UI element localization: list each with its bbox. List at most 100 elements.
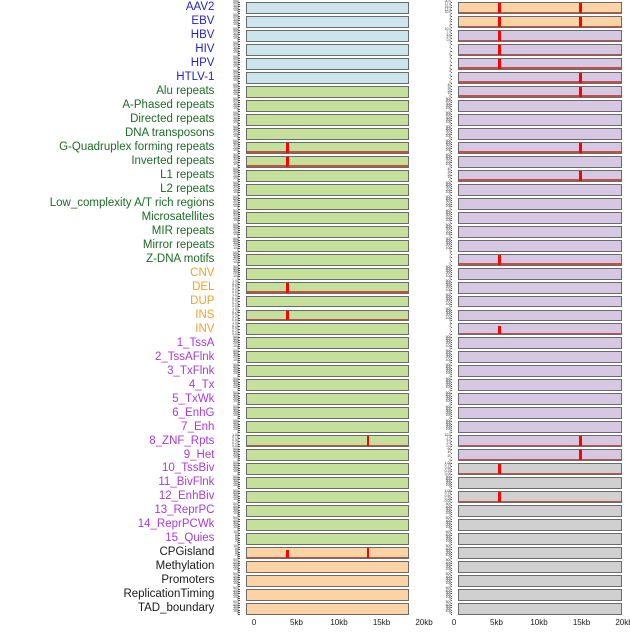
track-label-tad-boundary[interactable]: TAD_boundary (137, 602, 215, 615)
track-panel-right[interactable] (458, 29, 622, 42)
track-label-htlv-1[interactable]: HTLV-1 (176, 71, 215, 84)
track-panel-left[interactable] (245, 561, 410, 574)
track-panel-left[interactable] (245, 603, 410, 615)
track-panel-left[interactable] (245, 2, 410, 14)
track-panel-right[interactable] (458, 533, 622, 546)
track-panel-left[interactable] (245, 127, 410, 140)
track-panel-left[interactable] (245, 113, 410, 126)
track-panel-left[interactable] (245, 99, 410, 112)
track-panel-left[interactable] (245, 435, 410, 448)
track-panel-right[interactable] (458, 15, 622, 28)
track-panel-left[interactable] (245, 351, 410, 364)
track-panel-left[interactable] (245, 197, 410, 210)
track-panel-right[interactable] (458, 295, 622, 308)
track-label-3-txflnk[interactable]: 3_TxFlnk (167, 364, 215, 377)
track-panel-left[interactable] (245, 211, 410, 224)
track-panel-right[interactable] (458, 491, 622, 504)
track-panel-left[interactable] (245, 533, 410, 546)
track-panel-left[interactable] (245, 379, 410, 392)
track-panel-right[interactable] (458, 365, 622, 378)
track-panel-right[interactable] (458, 99, 622, 112)
track-panel-left[interactable] (245, 29, 410, 42)
track-panel-right[interactable] (458, 113, 622, 126)
track-panel-left[interactable] (245, 519, 410, 532)
track-panel-right[interactable] (458, 603, 622, 615)
track-label-promoters[interactable]: Promoters (161, 574, 215, 587)
track-panel-left[interactable] (245, 281, 410, 294)
track-panel-right[interactable] (458, 253, 622, 266)
track-label-del[interactable]: DEL (192, 280, 215, 293)
track-panel-right[interactable] (458, 141, 622, 154)
track-label-cnv[interactable]: CNV (190, 266, 215, 279)
track-panel-left[interactable] (245, 407, 410, 420)
track-label-6-enhg[interactable]: 6_EnhG (172, 406, 215, 419)
track-panel-right[interactable] (458, 519, 622, 532)
track-panel-left[interactable] (245, 169, 410, 182)
track-panel-right[interactable] (458, 505, 622, 518)
track-label-hbv[interactable]: HBV (190, 29, 215, 42)
track-panel-left[interactable] (245, 477, 410, 490)
track-panel-right[interactable] (458, 435, 622, 448)
track-panel-left[interactable] (245, 267, 410, 280)
track-panel-right[interactable] (458, 71, 622, 84)
track-panel-left[interactable] (245, 141, 410, 154)
track-label-inv[interactable]: INV (195, 322, 215, 335)
track-panel-right[interactable] (458, 169, 622, 182)
track-label-microsatellites[interactable]: Microsatellites (141, 210, 215, 223)
track-panel-right[interactable] (458, 281, 622, 294)
track-label-4-tx[interactable]: 4_Tx (188, 378, 215, 391)
track-label-directed-repeats[interactable]: Directed repeats (130, 113, 215, 126)
track-panel-left[interactable] (245, 225, 410, 238)
track-panel-right[interactable] (458, 267, 622, 280)
track-label-11-bivflnk[interactable]: 11_BivFlnk (158, 476, 215, 489)
track-panel-right[interactable] (458, 393, 622, 406)
track-panel-left[interactable] (245, 295, 410, 308)
track-panel-right[interactable] (458, 211, 622, 224)
track-panel-left[interactable] (245, 589, 410, 601)
track-label-z-dna-motifs[interactable]: Z-DNA motifs (146, 252, 215, 265)
track-label-replicationtiming[interactable]: ReplicationTiming (123, 588, 215, 601)
track-label-cpgisland[interactable]: CPGisland (159, 546, 215, 559)
track-panel-left[interactable] (245, 491, 410, 504)
track-panel-right[interactable] (458, 407, 622, 420)
track-panel-left[interactable] (245, 71, 410, 84)
track-label-mir-repeats[interactable]: MIR repeats (151, 224, 215, 237)
track-panel-right[interactable] (458, 449, 622, 462)
track-label-low-complexity-a-t-rich-regions[interactable]: Low_complexity A/T rich regions (49, 196, 215, 209)
track-label-hiv[interactable]: HIV (195, 43, 215, 56)
track-panel-right[interactable] (458, 127, 622, 140)
track-label-14-reprpcwk[interactable]: 14_ReprPCWk (137, 518, 215, 531)
track-label-mirror-repeats[interactable]: Mirror repeats (142, 238, 215, 251)
track-label-9-het[interactable]: 9_Het (183, 448, 215, 461)
track-label-hpv[interactable]: HPV (190, 57, 215, 70)
track-panel-right[interactable] (458, 561, 622, 574)
track-label-7-enh[interactable]: 7_Enh (181, 420, 215, 433)
track-panel-right[interactable] (458, 547, 622, 560)
track-panel-right[interactable] (458, 85, 622, 98)
track-panel-left[interactable] (245, 575, 410, 588)
track-panel-right[interactable] (458, 2, 622, 14)
track-panel-left[interactable] (245, 57, 410, 70)
track-panel-right[interactable] (458, 183, 622, 196)
track-panel-right[interactable] (458, 225, 622, 238)
track-panel-right[interactable] (458, 463, 622, 476)
track-label-l1-repeats[interactable]: L1 repeats (160, 168, 215, 181)
track-panel-right[interactable] (458, 421, 622, 434)
track-label-dna-transposons[interactable]: DNA transposons (124, 127, 215, 140)
track-panel-right[interactable] (458, 477, 622, 490)
track-label-8-znf-rpts[interactable]: 8_ZNF_Rpts (149, 434, 215, 447)
track-label-15-quies[interactable]: 15_Quies (165, 532, 215, 545)
track-panel-left[interactable] (245, 309, 410, 322)
track-label-methylation[interactable]: Methylation (155, 560, 215, 573)
track-panel-right[interactable] (458, 57, 622, 70)
track-panel-left[interactable] (245, 323, 410, 336)
track-panel-left[interactable] (245, 239, 410, 252)
track-panel-right[interactable] (458, 197, 622, 210)
track-panel-left[interactable] (245, 421, 410, 434)
track-panel-right[interactable] (458, 323, 622, 336)
track-panel-left[interactable] (245, 463, 410, 476)
track-panel-left[interactable] (245, 449, 410, 462)
track-panel-right[interactable] (458, 239, 622, 252)
track-panel-left[interactable] (245, 43, 410, 56)
track-label-ebv[interactable]: EBV (191, 15, 215, 28)
